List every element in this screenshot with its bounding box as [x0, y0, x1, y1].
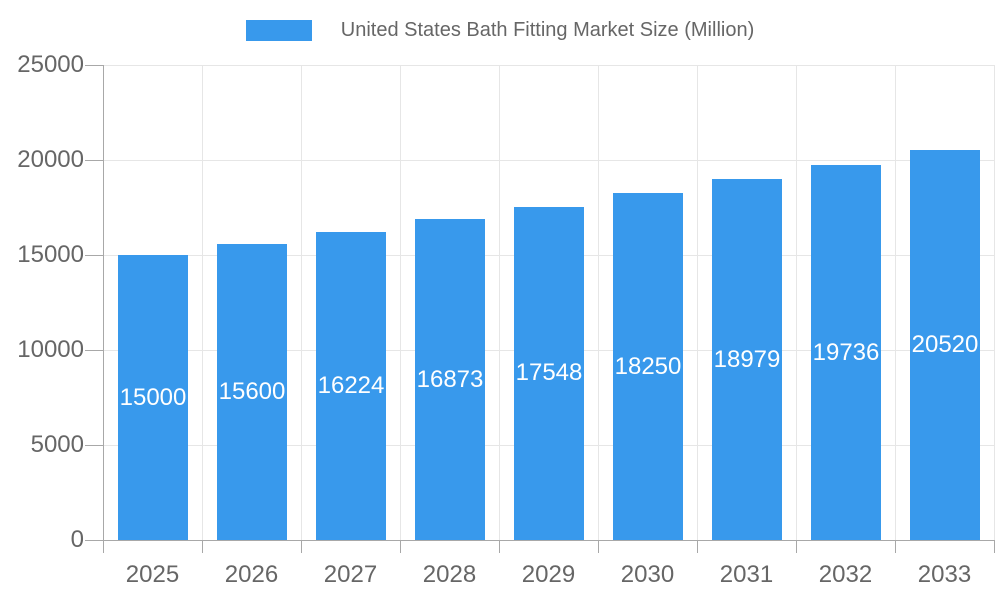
x-axis-tick — [301, 540, 302, 553]
chart-legend[interactable]: United States Bath Fitting Market Size (… — [0, 19, 1000, 42]
gridline-vertical — [994, 65, 995, 540]
gridline-horizontal — [103, 160, 994, 161]
bar-value-label: 20520 — [911, 331, 979, 358]
bar-value-label: 15600 — [218, 378, 286, 405]
x-tick-label: 2028 — [422, 561, 477, 588]
legend-swatch — [245, 20, 312, 41]
gridline-vertical — [301, 65, 302, 540]
y-axis-tick — [85, 65, 103, 66]
x-axis-tick — [994, 540, 995, 553]
bar-2025[interactable] — [118, 255, 188, 540]
x-tick-label: 2025 — [125, 561, 180, 588]
y-axis-tick — [85, 255, 103, 256]
y-tick-label: 5000 — [30, 431, 84, 458]
y-axis-line — [103, 65, 104, 540]
gridline-vertical — [598, 65, 599, 540]
y-tick-label: 15000 — [17, 241, 84, 268]
bar-2032[interactable] — [811, 165, 881, 540]
x-axis-tick — [400, 540, 401, 553]
y-tick-label: 20000 — [17, 146, 84, 173]
x-axis-tick — [697, 540, 698, 553]
x-axis-tick — [598, 540, 599, 553]
gridline-vertical — [499, 65, 500, 540]
gridline-vertical — [895, 65, 896, 540]
bar-2031[interactable] — [712, 179, 782, 540]
x-axis-tick — [796, 540, 797, 553]
bar-2026[interactable] — [217, 244, 287, 540]
gridline-horizontal — [103, 65, 994, 66]
gridline-vertical — [697, 65, 698, 540]
bar-value-label: 16224 — [317, 372, 385, 399]
x-tick-label: 2029 — [521, 561, 576, 588]
bar-value-label: 18250 — [614, 353, 682, 380]
x-axis-tick — [202, 540, 203, 553]
bar-2027[interactable] — [316, 232, 386, 540]
bar-value-label: 17548 — [515, 359, 583, 386]
x-axis-tick — [499, 540, 500, 553]
x-axis-tick — [103, 540, 104, 553]
y-axis-tick — [85, 540, 103, 541]
bar-2030[interactable] — [613, 193, 683, 540]
x-tick-label: 2030 — [620, 561, 675, 588]
bar-2033[interactable] — [910, 150, 980, 540]
x-axis-line — [103, 540, 994, 541]
x-tick-label: 2032 — [818, 561, 873, 588]
x-tick-label: 2027 — [323, 561, 378, 588]
y-axis-tick — [85, 445, 103, 446]
x-tick-label: 2026 — [224, 561, 279, 588]
gridline-vertical — [796, 65, 797, 540]
bar-2029[interactable] — [514, 207, 584, 540]
y-axis-tick — [85, 160, 103, 161]
x-axis-tick — [895, 540, 896, 553]
bar-value-label: 15000 — [119, 384, 187, 411]
y-tick-label: 10000 — [17, 336, 84, 363]
x-tick-label: 2033 — [917, 561, 972, 588]
gridline-vertical — [400, 65, 401, 540]
gridline-vertical — [202, 65, 203, 540]
y-tick-label: 25000 — [17, 51, 84, 78]
bar-2028[interactable] — [415, 219, 485, 540]
bar-value-label: 16873 — [416, 366, 484, 393]
legend-title: United States Bath Fitting Market Size (… — [340, 19, 755, 41]
bar-value-label: 19736 — [812, 339, 880, 366]
x-tick-label: 2031 — [719, 561, 774, 588]
y-tick-label: 0 — [70, 526, 84, 553]
y-axis-tick — [85, 350, 103, 351]
bar-value-label: 18979 — [713, 346, 781, 373]
